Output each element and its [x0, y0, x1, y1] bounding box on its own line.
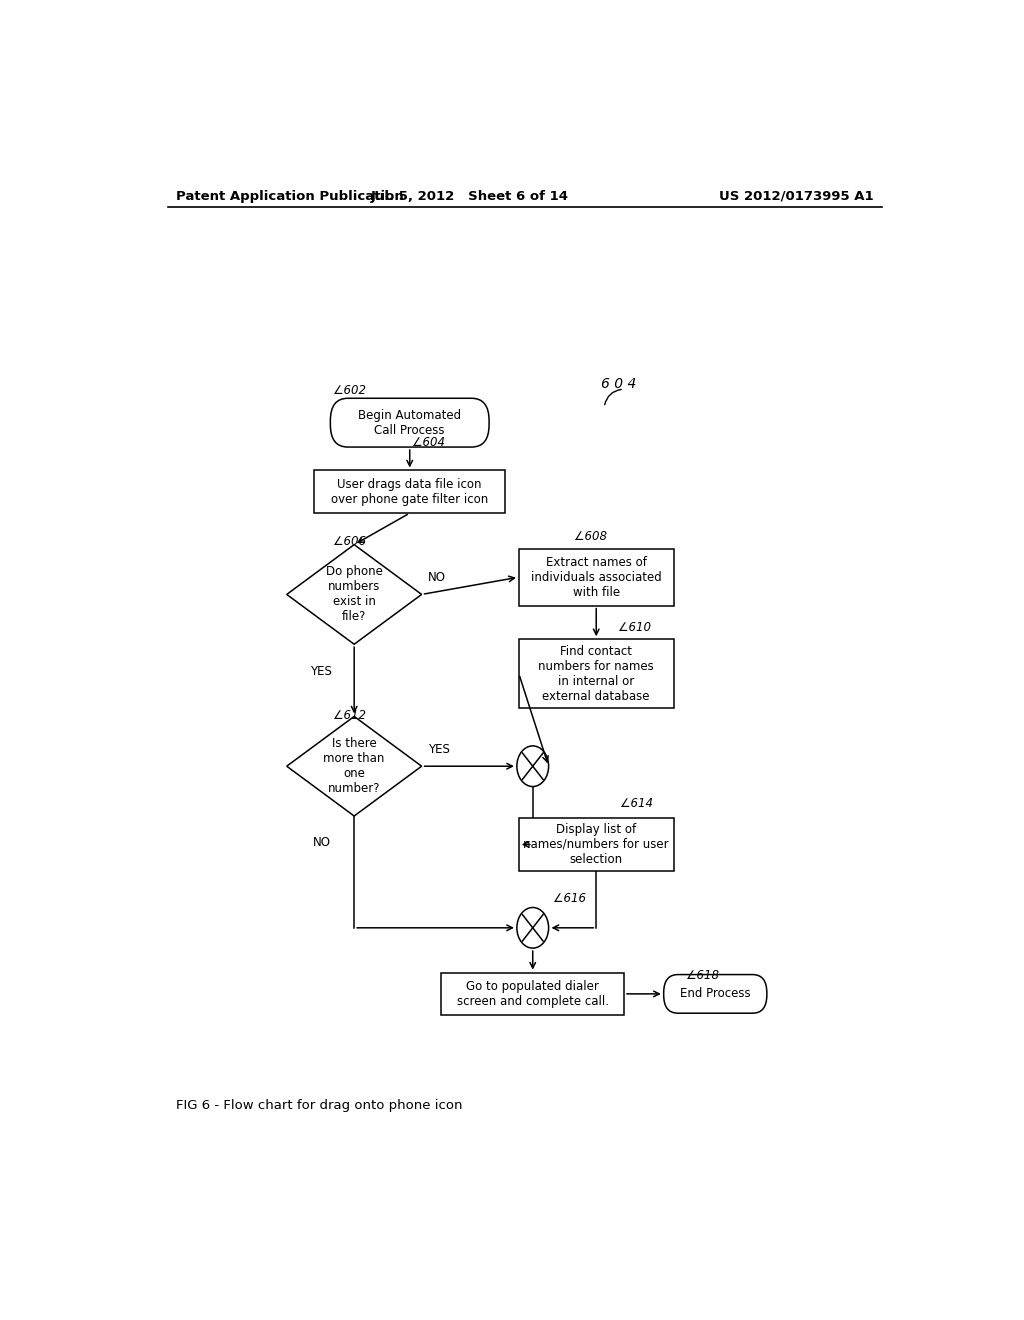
Text: Go to populated dialer
screen and complete call.: Go to populated dialer screen and comple…	[457, 979, 608, 1008]
Text: Find contact
numbers for names
in internal or
external database: Find contact numbers for names in intern…	[539, 644, 654, 702]
Text: NO: NO	[313, 837, 331, 849]
Text: Patent Application Publication: Patent Application Publication	[176, 190, 403, 202]
Text: ∠604: ∠604	[412, 437, 445, 450]
Text: 6 0 4: 6 0 4	[601, 378, 636, 391]
Text: Is there
more than
one
number?: Is there more than one number?	[324, 737, 385, 795]
Text: ∠606: ∠606	[333, 535, 366, 548]
Text: Jul. 5, 2012   Sheet 6 of 14: Jul. 5, 2012 Sheet 6 of 14	[371, 190, 568, 202]
Text: YES: YES	[310, 664, 333, 677]
FancyBboxPatch shape	[314, 470, 505, 513]
Text: YES: YES	[428, 743, 450, 756]
Text: US 2012/0173995 A1: US 2012/0173995 A1	[719, 190, 873, 202]
Text: User drags data file icon
over phone gate filter icon: User drags data file icon over phone gat…	[331, 478, 488, 506]
Text: FIG 6 - Flow chart for drag onto phone icon: FIG 6 - Flow chart for drag onto phone i…	[176, 1100, 462, 1113]
FancyBboxPatch shape	[331, 399, 489, 447]
FancyBboxPatch shape	[441, 973, 624, 1015]
Text: ∠608: ∠608	[574, 531, 607, 543]
FancyBboxPatch shape	[664, 974, 767, 1014]
Text: Display list of
names/numbers for user
selection: Display list of names/numbers for user s…	[523, 822, 669, 866]
Text: Do phone
numbers
exist in
file?: Do phone numbers exist in file?	[326, 565, 383, 623]
FancyBboxPatch shape	[519, 818, 674, 871]
Text: Begin Automated
Call Process: Begin Automated Call Process	[358, 409, 461, 437]
FancyBboxPatch shape	[519, 639, 674, 709]
Polygon shape	[287, 545, 422, 644]
Text: ∠618: ∠618	[686, 969, 719, 982]
Text: NO: NO	[428, 572, 446, 585]
Text: ∠612: ∠612	[333, 709, 366, 722]
Text: Extract names of
individuals associated
with file: Extract names of individuals associated …	[530, 556, 662, 599]
Text: End Process: End Process	[680, 987, 751, 1001]
Text: ∠616: ∠616	[553, 892, 586, 904]
FancyBboxPatch shape	[519, 549, 674, 606]
Text: ∠614: ∠614	[620, 797, 653, 810]
Circle shape	[517, 746, 549, 787]
Circle shape	[517, 907, 549, 948]
Text: ∠602: ∠602	[333, 384, 366, 396]
Text: ∠610: ∠610	[618, 622, 651, 635]
Polygon shape	[287, 717, 422, 816]
